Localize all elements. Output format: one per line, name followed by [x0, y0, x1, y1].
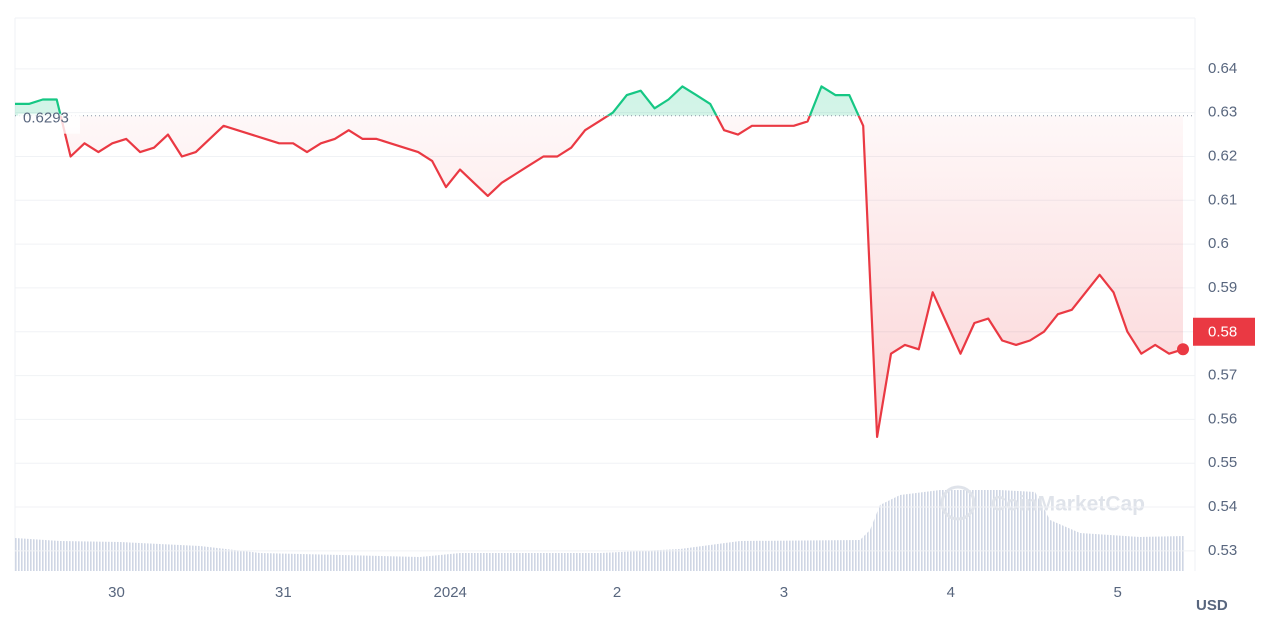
price-tag-label: 0.58 [1208, 324, 1237, 341]
x-tick-label: 2024 [434, 584, 467, 601]
reference-label: 0.6293 [23, 110, 69, 127]
y-tick-label: 0.56 [1208, 410, 1237, 427]
x-tick-label: 2 [613, 584, 621, 601]
x-tick-label: 4 [947, 584, 955, 601]
x-tick-label: 31 [275, 584, 292, 601]
y-unit: USD [1196, 597, 1228, 614]
y-tick-label: 0.57 [1208, 367, 1237, 384]
y-tick-label: 0.55 [1208, 454, 1237, 471]
y-tick-label: 0.59 [1208, 279, 1237, 296]
y-tick-label: 0.61 [1208, 191, 1237, 208]
y-tick-label: 0.64 [1208, 60, 1237, 77]
y-tick-label: 0.6 [1208, 235, 1229, 252]
last-point [1177, 343, 1189, 356]
y-tick-label: 0.63 [1208, 104, 1237, 121]
y-tick-label: 0.53 [1208, 542, 1237, 559]
area-below [60, 115, 1183, 437]
x-tick-label: 5 [1113, 584, 1121, 601]
price-tag [1193, 317, 1255, 346]
watermark-logo [940, 485, 976, 521]
watermark: CoinMarketCap [991, 493, 1145, 516]
x-tick-label: 3 [780, 584, 788, 601]
y-tick-label: 0.54 [1208, 498, 1237, 515]
y-tick-label: 0.62 [1208, 147, 1237, 164]
price-line-down [59, 115, 1184, 438]
x-tick-label: 30 [108, 584, 125, 601]
reference-label-bg [18, 113, 80, 134]
